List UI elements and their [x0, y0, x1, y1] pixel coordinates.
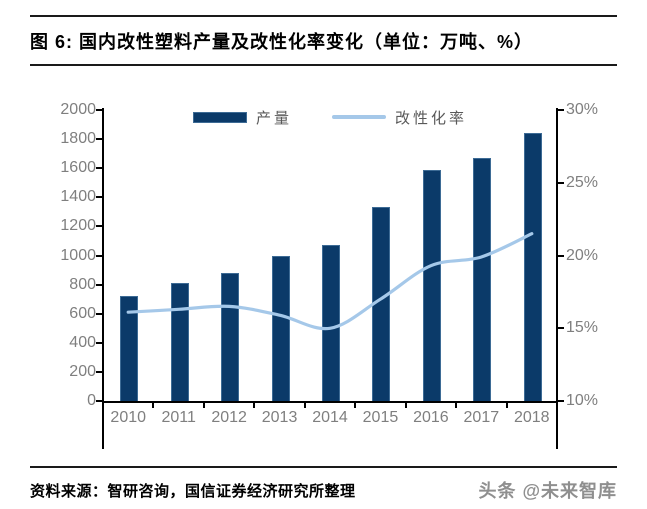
- x-tick-mark: [455, 401, 458, 408]
- legend-item-rate: 改性化率: [332, 107, 467, 128]
- chart-legend: 产量 改性化率: [103, 104, 557, 130]
- right-tick-label: 10%: [566, 392, 599, 409]
- x-tick-mark: [505, 401, 508, 408]
- left-tick-mark: [96, 283, 103, 286]
- left-tick-mark: [96, 196, 103, 199]
- right-tick-mark: [557, 109, 564, 111]
- x-tick-label-2011: 2011: [161, 409, 196, 426]
- left-tick-mark: [96, 400, 103, 402]
- right-tick-mark: [557, 181, 564, 184]
- right-tick-mark: [557, 400, 564, 402]
- legend-line-swatch: [332, 115, 386, 119]
- bar-2016: [422, 169, 441, 403]
- x-tick-mark: [202, 401, 205, 408]
- bar-2012: [221, 272, 240, 403]
- x-tick-mark: [253, 401, 256, 408]
- x-tick-mark: [354, 401, 357, 408]
- x-tick-mark: [303, 401, 306, 408]
- left-tick-label: 1000: [60, 246, 96, 264]
- bar-2017: [473, 158, 492, 403]
- chart-area: 产量 改性化率 0 200 400 600 800 1000 1200 1400 1600 180…: [0, 62, 647, 466]
- left-tick-mark: [96, 254, 103, 257]
- x-tick-label-2016: 2016: [413, 409, 449, 426]
- x-tick-label-2010: 2010: [110, 409, 147, 426]
- x-tick-mark: [404, 401, 407, 408]
- left-tick-label: 1800: [60, 130, 96, 148]
- right-tick-label: 15%: [566, 319, 599, 337]
- legend-label-production: 产量: [255, 109, 292, 127]
- figure-title: 图 6: 国内改性塑料产量及改性化率变化（单位：万吨、%）: [30, 15, 617, 66]
- left-tick-mark: [96, 109, 103, 111]
- left-tick-mark: [96, 225, 103, 228]
- watermark-text: 头条 @未来智库: [478, 481, 617, 501]
- x-tick-label-2014: 2014: [312, 409, 348, 426]
- x-axis-line: [102, 401, 558, 403]
- left-axis-line: [102, 108, 104, 449]
- left-tick-label: 1200: [60, 217, 96, 235]
- bar-2018: [523, 132, 542, 403]
- x-tick-mark: [152, 401, 155, 408]
- left-tick-label: 200: [69, 362, 96, 380]
- legend-bar-swatch: [192, 111, 247, 123]
- right-tick-label: 25%: [566, 173, 599, 191]
- source-note: 资料来源：智研咨询，国信证券经济研究所整理: [30, 482, 356, 500]
- figure-footer: 资料来源：智研咨询，国信证券经济研究所整理 头条 @未来智库: [30, 466, 617, 503]
- legend-label-rate: 改性化率: [395, 109, 468, 127]
- right-tick-label: 30%: [566, 101, 599, 118]
- legend-item-production: 产量: [192, 107, 292, 128]
- left-tick-mark: [96, 138, 103, 141]
- left-tick-label: 1600: [60, 159, 96, 177]
- x-tick-label-2017: 2017: [463, 409, 500, 426]
- right-axis-line: [556, 108, 558, 449]
- left-tick-mark: [96, 370, 103, 373]
- left-tick-label: 2000: [60, 101, 96, 118]
- x-tick-label-2018: 2018: [513, 409, 550, 426]
- bar-2014: [322, 245, 340, 403]
- left-tick-label: 400: [69, 333, 96, 351]
- left-tick-label: 800: [69, 275, 96, 293]
- bar-2015: [372, 207, 391, 403]
- bar-2011: [170, 283, 189, 403]
- left-tick-label: 1400: [60, 188, 96, 206]
- left-tick-label: 0: [87, 392, 96, 409]
- left-tick-label: 600: [69, 304, 96, 322]
- x-tick-label-2015: 2015: [362, 409, 399, 426]
- right-tick-mark: [557, 254, 564, 257]
- right-tick-mark: [557, 327, 564, 330]
- left-tick-mark: [96, 341, 103, 344]
- left-tick-mark: [96, 312, 103, 315]
- bar-2010: [120, 296, 139, 403]
- right-tick-label: 20%: [566, 246, 599, 264]
- x-tick-label-2013: 2013: [261, 409, 298, 426]
- left-tick-mark: [96, 167, 103, 170]
- bar-2013: [271, 255, 290, 403]
- x-tick-label-2012: 2012: [211, 409, 247, 426]
